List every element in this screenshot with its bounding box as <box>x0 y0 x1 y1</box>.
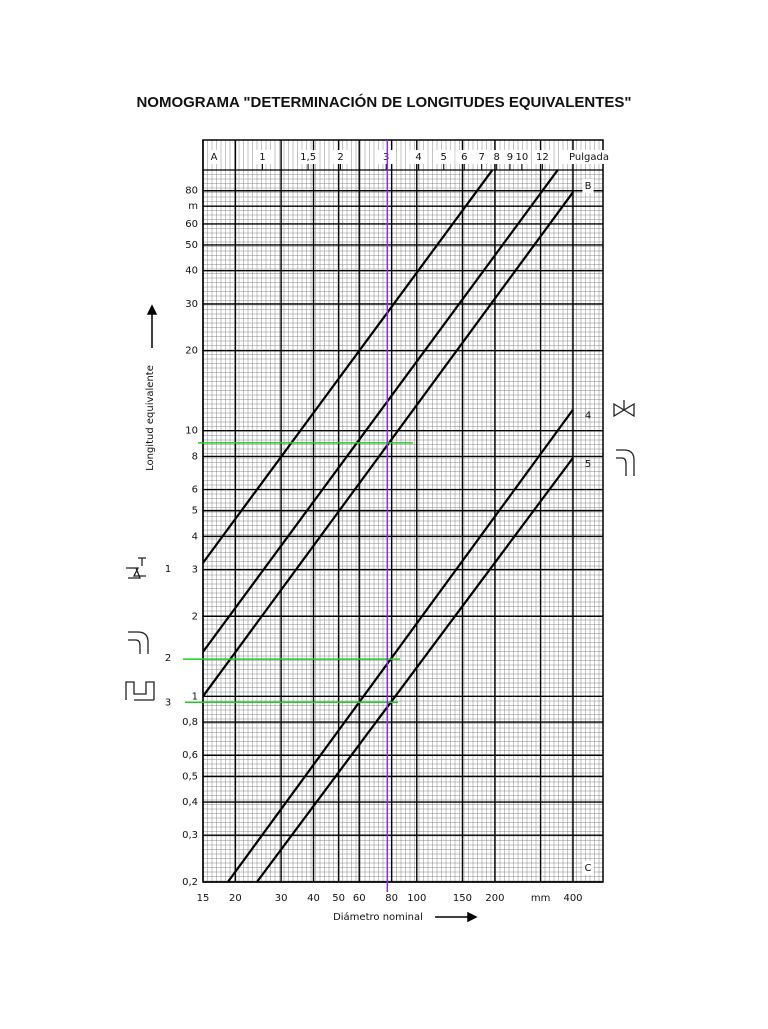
y-tick-label: 30 <box>185 299 198 310</box>
arrows <box>146 304 478 923</box>
x-tick-label: 40 <box>307 893 320 904</box>
icon-elbow-5 <box>616 449 635 476</box>
x2-label-bg <box>253 150 272 164</box>
x-tick-label: 400 <box>563 893 582 904</box>
corner-label: A <box>211 152 218 163</box>
x-tick-label: 50 <box>332 893 345 904</box>
x2-label-bg <box>533 150 552 164</box>
y-tick-label: 6 <box>192 485 198 496</box>
series-label: 5 <box>585 459 591 470</box>
x2-tick-label: 2 <box>337 152 343 163</box>
x-tick-label: mm <box>531 893 550 904</box>
x-tick-label: 200 <box>485 893 504 904</box>
x2-label-bg <box>472 150 491 164</box>
x2-tick-label: 5 <box>441 152 447 163</box>
x-tick-label: 150 <box>453 893 472 904</box>
x-tick-label: 60 <box>353 893 366 904</box>
series-label: 1 <box>165 564 171 575</box>
label-bg <box>562 150 616 164</box>
y-tick-label: 0,3 <box>182 830 198 841</box>
x2-tick-label: 3 <box>383 152 389 163</box>
corner-label: B <box>585 181 592 192</box>
series-label: 2 <box>165 653 171 664</box>
y-tick-label: 0,8 <box>182 717 198 728</box>
x2-label-bg <box>512 150 531 164</box>
corner-label: C <box>585 863 592 874</box>
x2-tick-label: 1,5 <box>300 152 316 163</box>
series-line <box>202 169 494 564</box>
x2-label-bg <box>331 150 350 164</box>
icon-tee-3 <box>125 681 155 701</box>
y-tick-label: 2 <box>192 611 198 622</box>
x2-tick-label: 4 <box>415 152 421 163</box>
x2-label-bg <box>409 150 428 164</box>
x-tick-label: 30 <box>275 893 288 904</box>
x2-tick-label: 6 <box>461 152 467 163</box>
icon-elbow-2 <box>128 631 149 654</box>
y-tick-label: m <box>188 201 198 212</box>
y-tick-label: 80 <box>185 186 198 197</box>
x-tick-label: 100 <box>407 893 426 904</box>
y-tick-label: 1 <box>192 691 198 702</box>
label-bg <box>582 179 594 193</box>
icon-valve-1 <box>126 557 146 579</box>
y-tick-label: 50 <box>185 240 198 251</box>
x2-label-bg <box>434 150 453 164</box>
icons <box>125 400 635 701</box>
x2-axis-label: Pulgada <box>569 152 609 163</box>
series-label: 3 <box>165 697 171 708</box>
x2-tick-label: 8 <box>494 152 500 163</box>
x2-label-bg <box>455 150 474 164</box>
series-line <box>226 408 574 883</box>
y-tick-label: 0,5 <box>182 771 198 782</box>
series-line <box>256 457 574 883</box>
y-tick-label: 5 <box>192 506 198 517</box>
x2-tick-label: 9 <box>507 152 513 163</box>
x-tick-label: 15 <box>197 893 210 904</box>
x2-tick-label: 12 <box>536 152 549 163</box>
x2-label-bg <box>377 150 396 164</box>
y-tick-label: 40 <box>185 266 198 277</box>
y-axis-label: Longitud equivalente <box>145 365 156 471</box>
frame <box>202 139 604 883</box>
x-axis-label: Diámetro nominal <box>333 911 423 923</box>
x2-tick-label: 10 <box>515 152 528 163</box>
y-tick-label: 8 <box>192 451 198 462</box>
series-line <box>202 169 559 653</box>
y-tick-label: 20 <box>185 346 198 357</box>
chart-title: NOMOGRAMA "DETERMINACIÓN DE LONGITUDES E… <box>136 93 631 111</box>
x-arrow-head <box>467 911 478 923</box>
label-bg <box>582 861 594 875</box>
x2-tick-label: 1 <box>259 152 265 163</box>
y-tick-label: 0,6 <box>182 750 198 761</box>
series-label: 4 <box>585 411 591 422</box>
x-tick-label: 20 <box>229 893 242 904</box>
x2-tick-label: 7 <box>478 152 484 163</box>
x2-label-bg <box>299 150 318 164</box>
y-tick-label: 0,4 <box>182 797 198 808</box>
x-tick-label: 80 <box>385 893 398 904</box>
y-tick-label: 60 <box>185 219 198 230</box>
grid <box>202 140 603 883</box>
label-bg <box>208 150 220 164</box>
icon-gate-4 <box>613 400 635 418</box>
y-tick-label: 4 <box>192 531 198 542</box>
y-arrow-head <box>146 304 158 315</box>
y-tick-label: 10 <box>185 426 198 437</box>
y-tick-label: 0,2 <box>182 877 198 888</box>
y-tick-label: 3 <box>192 565 198 576</box>
